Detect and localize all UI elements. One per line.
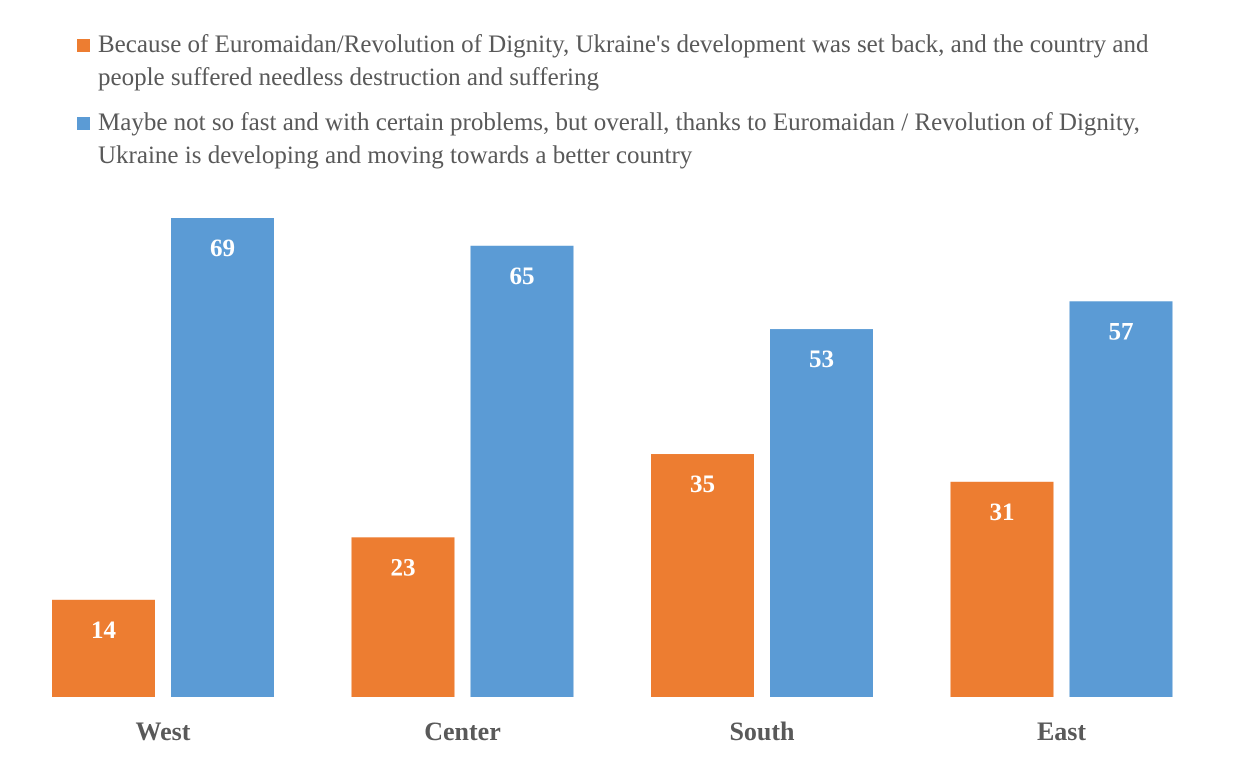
category-label-south: South	[729, 717, 795, 746]
legend-label-setback: Because of Euromaidan/Revolution of Dign…	[98, 31, 1149, 91]
category-label-center: Center	[424, 717, 501, 746]
bar-west-series-1	[52, 599, 155, 697]
data-label-west-series-2: 69	[210, 235, 235, 262]
legend-swatch-blue-icon	[77, 117, 90, 130]
data-label-east-series-2: 57	[1109, 318, 1134, 345]
data-label-south-series-2: 53	[809, 346, 834, 373]
legend: Because of Euromaidan/Revolution of Dign…	[77, 28, 1197, 184]
bar-west-series-2	[171, 218, 274, 697]
category-label-west: West	[136, 717, 191, 746]
legend-item-setback: Because of Euromaidan/Revolution of Dign…	[77, 28, 1197, 94]
data-label-center-series-2: 65	[510, 263, 535, 290]
legend-label-developing: Maybe not so fast and with certain probl…	[98, 109, 1140, 169]
category-label-east: East	[1037, 717, 1086, 746]
bar-center-series-1	[351, 537, 455, 697]
bar-east-series-2	[1069, 301, 1173, 697]
bar-east-series-1	[950, 481, 1054, 697]
legend-swatch-orange-icon	[77, 39, 90, 52]
bar-south-series-2	[770, 329, 873, 697]
bar-center-series-2	[470, 245, 574, 697]
data-label-center-series-1: 23	[391, 554, 416, 581]
data-label-east-series-1: 31	[990, 499, 1015, 526]
legend-item-developing: Maybe not so fast and with certain probl…	[77, 106, 1197, 172]
bar-south-series-1	[651, 454, 754, 697]
data-label-south-series-1: 35	[690, 471, 715, 498]
data-label-west-series-1: 14	[91, 617, 117, 644]
